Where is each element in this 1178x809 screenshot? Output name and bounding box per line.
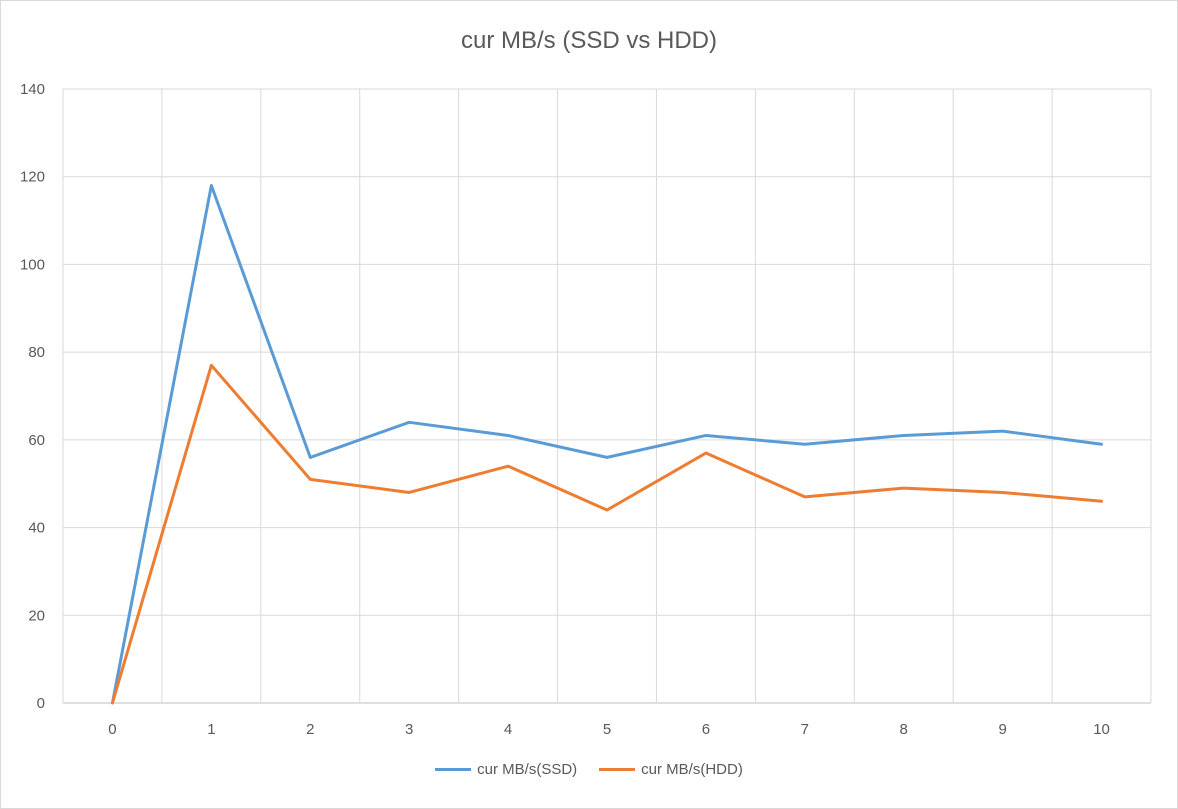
data-point-hdd [704,452,707,455]
data-point-ssd [902,434,905,437]
legend-item-hdd: cur MB/s(HDD) [599,761,743,778]
series-line-ssd [110,183,1104,705]
y-tick-label: 120 [20,169,45,186]
data-point-ssd [704,434,707,437]
legend-label-hdd: cur MB/s(HDD) [641,761,743,778]
data-point-hdd [309,478,312,481]
y-tick-label: 60 [28,432,45,449]
x-tick-label: 3 [405,721,413,738]
x-tick-label: 8 [900,721,908,738]
data-point-hdd [111,702,114,705]
y-tick-label: 20 [28,607,45,624]
y-tick-label: 100 [20,256,45,273]
data-point-hdd [408,491,411,494]
x-tick-label: 10 [1093,721,1110,738]
x-tick-label: 7 [801,721,809,738]
data-point-hdd [507,465,510,468]
legend-swatch-ssd [435,768,472,771]
data-point-hdd [803,495,806,498]
y-tick-label: 40 [28,520,45,537]
legend-label-ssd: cur MB/s(SSD) [477,761,578,778]
x-tick-label: 9 [998,721,1006,738]
y-tick-label: 80 [28,344,45,361]
x-tick-label: 4 [504,721,512,738]
data-point-ssd [309,456,312,459]
data-point-hdd [1100,500,1103,503]
x-tick-label: 1 [207,721,215,738]
x-tick-label: 6 [702,721,710,738]
data-point-hdd [606,509,609,512]
y-tick-label: 0 [37,695,45,712]
y-tick-label: 140 [20,81,45,98]
data-point-hdd [210,364,213,367]
data-point-hdd [902,487,905,490]
legend-swatch-hdd [599,768,636,771]
data-point-ssd [606,456,609,459]
chart-title: cur MB/s (SSD vs HDD) [460,27,717,54]
data-point-ssd [1001,430,1004,433]
x-tick-label: 2 [306,721,314,738]
legend-item-ssd: cur MB/s(SSD) [435,761,577,778]
data-point-ssd [210,184,213,187]
data-point-ssd [803,443,806,446]
x-tick-label: 0 [108,721,116,738]
data-point-hdd [1001,491,1004,494]
data-point-ssd [408,421,411,424]
x-tick-label: 5 [603,721,611,738]
data-point-ssd [507,434,510,437]
chart-legend: cur MB/s(SSD) cur MB/s(HDD) [1,761,1177,778]
data-point-ssd [1100,443,1103,446]
series-line-hdd [110,363,1104,705]
